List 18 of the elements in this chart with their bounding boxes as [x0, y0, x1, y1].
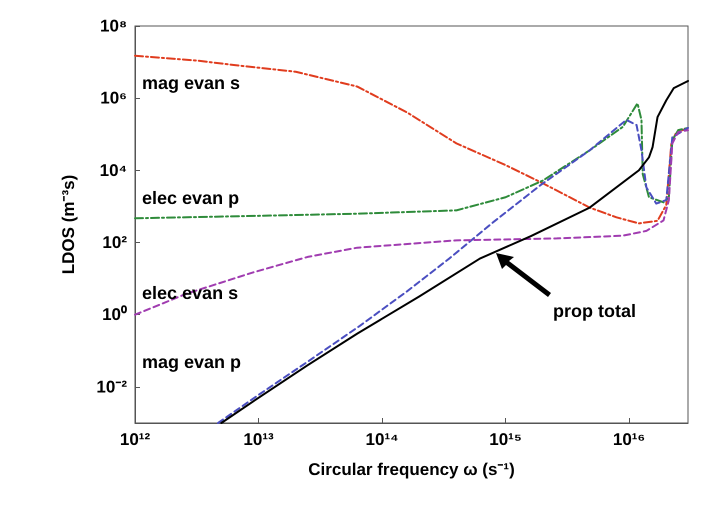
annotation: elec evan p — [142, 188, 240, 208]
y-tick-label: 10⁻² — [96, 377, 128, 396]
y-tick-label: 10⁰ — [102, 305, 127, 324]
x-tick-label: 10¹³ — [243, 430, 274, 449]
x-tick-label: 10¹⁴ — [366, 430, 399, 449]
y-tick-label: 10² — [102, 233, 128, 252]
x-tick-label: 10¹² — [120, 430, 150, 449]
x-axis-title: Circular frequency ω (s⁻¹) — [308, 460, 515, 479]
y-axis-title: LDOS (m⁻³s) — [59, 174, 78, 274]
annotation: mag evan p — [142, 352, 242, 372]
x-tick-label: 10¹⁶ — [612, 430, 646, 449]
x-tick-label: 10¹⁵ — [489, 430, 522, 449]
annotation: elec evan s — [142, 283, 238, 303]
y-tick-label: 10⁸ — [100, 16, 127, 36]
annotation: prop total — [553, 301, 636, 321]
y-tick-label: 10⁶ — [100, 88, 127, 108]
y-tick-label: 10⁴ — [100, 160, 127, 180]
annotation: mag evan s — [142, 73, 240, 93]
